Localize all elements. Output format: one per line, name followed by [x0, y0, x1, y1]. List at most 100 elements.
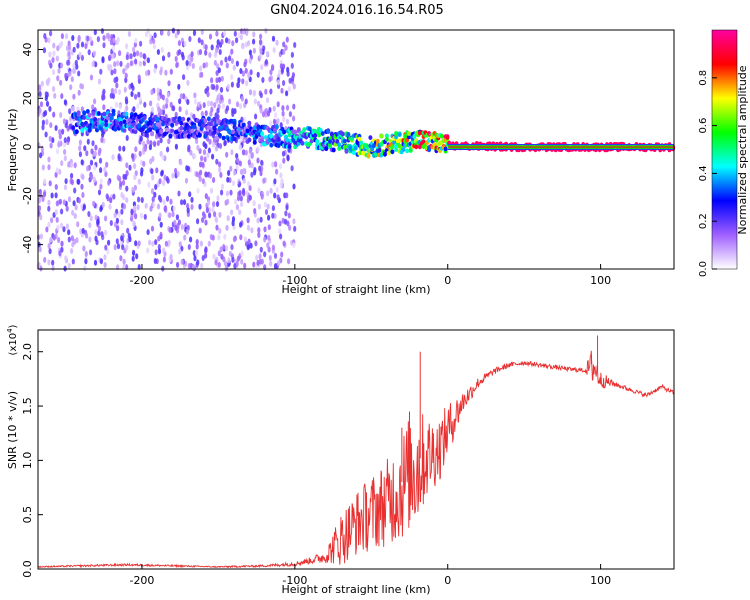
spectrogram-cell — [37, 197, 42, 204]
spectrogram-cell — [152, 43, 156, 50]
spectrogram-cell — [37, 205, 42, 212]
spectrogram-cell — [196, 144, 200, 151]
colorbar: 0.0 0.2 0.4 0.6 0.8 Normalized spectral ampl… — [698, 29, 749, 277]
spectrogram-cell — [143, 145, 147, 152]
spectrogram-cell — [126, 62, 130, 69]
spectrogram-cell — [212, 177, 216, 183]
spectrogram-cell — [223, 233, 227, 240]
spectrogram-cell — [259, 170, 263, 177]
spectrogram-cell — [208, 172, 212, 179]
spectrogram-cell — [94, 235, 98, 242]
spectrogram-cell — [83, 265, 87, 272]
spectrogram-cell — [215, 47, 219, 54]
spectrogram-cell — [99, 178, 103, 185]
spectrogram-cell — [276, 101, 280, 108]
spectrogram-cell — [48, 248, 52, 255]
spectrogram-cell — [77, 70, 81, 77]
spectrogram-cell — [268, 255, 272, 261]
spectrogram-cell — [353, 145, 358, 151]
spectrogram-cell — [139, 135, 143, 142]
spectrogram-cell — [152, 38, 156, 45]
spectrogram-cell — [76, 178, 80, 185]
spectrogram-cell — [201, 161, 205, 168]
spectrogram-cell — [282, 48, 286, 55]
spectrogram-cell — [187, 244, 191, 250]
spectrogram-cell — [204, 49, 208, 56]
spectrogram-cell — [265, 97, 270, 104]
spectrogram-cell — [258, 39, 263, 46]
spectrogram-cell — [292, 242, 296, 249]
spectrogram-cell — [51, 57, 55, 64]
spectrogram-cell — [104, 122, 109, 128]
spectrogram-cell — [219, 86, 224, 93]
spectrogram-cell — [239, 195, 243, 202]
spectrogram-cell — [133, 174, 137, 181]
spectrogram-cell — [180, 258, 184, 265]
spectrogram-cell — [64, 72, 68, 79]
spectrogram-cell — [116, 36, 120, 43]
spectrogram-cell — [401, 147, 406, 153]
snr-line-layer — [37, 335, 674, 569]
spectrogram-cell — [146, 229, 150, 236]
spectrogram-cell — [281, 105, 285, 112]
spectrogram-cell — [390, 149, 395, 155]
spectrogram-cell — [169, 198, 173, 205]
y-tick-label: 0 — [21, 144, 34, 151]
spectrogram-cell — [195, 243, 199, 250]
spectrogram-cell — [173, 219, 177, 226]
spectrogram-cell — [267, 214, 271, 221]
spectrogram-cell — [135, 253, 139, 260]
spectrogram-cell — [193, 153, 197, 160]
spectrogram-cell — [102, 104, 106, 111]
x-tick-label: 0 — [444, 574, 451, 587]
spectrogram-cell — [77, 89, 81, 96]
spectrogram-cell — [82, 115, 87, 120]
spectrogram-cell — [116, 60, 120, 67]
spectrogram-cell — [58, 129, 62, 135]
spectrogram-cell — [124, 77, 128, 84]
spectrogram-cell — [210, 83, 214, 90]
spectrogram-cell — [161, 55, 166, 62]
spectrogram-cell — [201, 178, 205, 185]
spectrogram-cell — [138, 150, 142, 157]
spectrogram-cell — [417, 144, 422, 150]
spectrogram-cell — [397, 132, 402, 138]
spectrogram-cell — [240, 168, 244, 175]
spectrogram-cell — [175, 214, 179, 221]
spectrogram-cell — [373, 152, 378, 157]
spectrogram-cell — [61, 128, 65, 135]
spectrogram-cell — [230, 81, 234, 88]
spectrogram-cell — [205, 61, 209, 68]
spectrogram-cell — [252, 31, 256, 38]
spectrogram-cell — [269, 133, 274, 139]
spectrogram-cell — [252, 38, 256, 45]
spectrogram-cell — [137, 178, 141, 185]
spectrogram-cell — [213, 102, 217, 108]
spectrogram-cell — [279, 172, 283, 179]
spectrogram-cell — [167, 51, 171, 58]
spectrogram-cell — [273, 252, 278, 259]
spectrogram-cell — [218, 166, 222, 173]
spectrogram-cell — [324, 146, 329, 152]
spectrogram-cell — [280, 178, 284, 185]
spectrogram-cell — [199, 65, 203, 72]
spectrogram-cell — [274, 161, 278, 168]
spectrogram-cell — [275, 39, 279, 46]
spectrogram-cell — [132, 249, 136, 256]
spectrogram-cell — [237, 77, 241, 84]
spectrogram-cell — [157, 122, 162, 128]
colorbar-tick-label: 0.6 — [698, 118, 709, 134]
spectrogram-cell — [93, 98, 97, 105]
spectrogram-cell — [164, 240, 168, 247]
spectrogram-cell — [88, 222, 92, 229]
spectrogram-cell — [192, 124, 197, 130]
spectrogram-cell — [231, 180, 236, 187]
spectrogram-cell — [58, 198, 63, 205]
y-tick-label: 2.0 — [21, 343, 34, 361]
spectrogram-cell — [226, 176, 230, 183]
spectrogram-cell — [320, 131, 325, 136]
spectrogram-cell — [235, 153, 239, 159]
colorbar-tick-label: 0.2 — [698, 213, 709, 229]
spectrogram-cell — [212, 253, 216, 260]
spectrogram-cell — [125, 244, 129, 251]
